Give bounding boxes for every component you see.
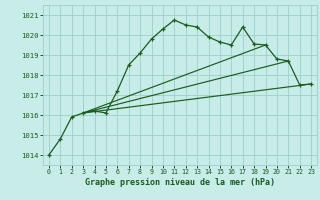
X-axis label: Graphe pression niveau de la mer (hPa): Graphe pression niveau de la mer (hPa) — [85, 178, 275, 187]
